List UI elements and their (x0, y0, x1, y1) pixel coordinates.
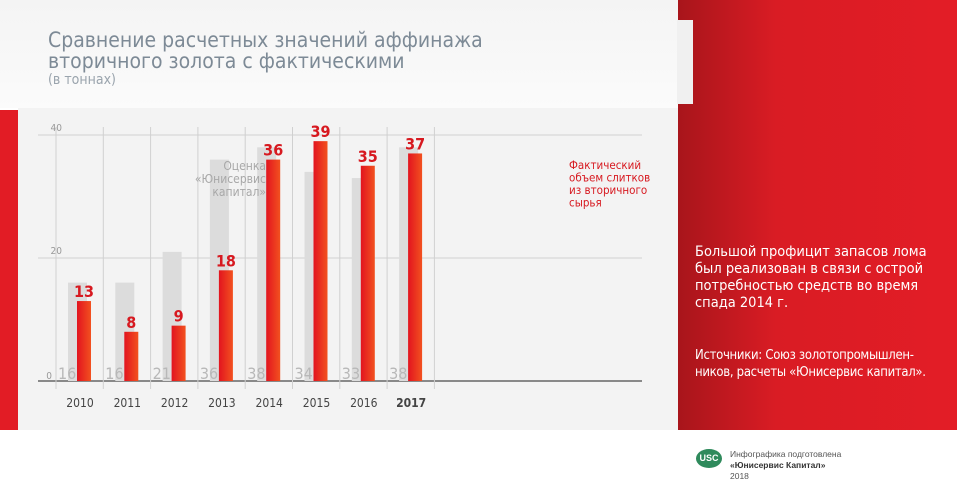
credits: Инфографика подготовлена «Юнисервис Капит… (730, 449, 842, 481)
actual-bar (408, 153, 423, 381)
estimate-value-label: 36 (200, 364, 218, 383)
estimate-legend-label: Оценка (223, 159, 266, 173)
x-tick-label: 2013 (208, 396, 235, 410)
estimate-value-label: 16 (105, 364, 123, 383)
estimate-value-label: 21 (153, 364, 171, 383)
x-tick-label: 2011 (114, 396, 141, 410)
actual-bar (77, 301, 91, 381)
actual-value-label: 13 (74, 282, 94, 301)
actual-legend-label: сырья (569, 196, 602, 210)
estimate-value-label: 33 (342, 364, 360, 383)
estimate-value-label: 38 (247, 364, 265, 383)
bar-chart: 0204016132010168201121920123618201338362… (38, 122, 650, 410)
actual-bar (171, 325, 186, 381)
x-tick-label: 2015 (303, 396, 330, 410)
left-red-strip (0, 110, 18, 430)
actual-value-label: 18 (216, 251, 236, 270)
x-tick-label: 2016 (350, 396, 378, 410)
actual-bar (360, 165, 375, 381)
estimate-legend-label: «Юнисервис (195, 172, 266, 186)
actual-legend-label: объем слитков (569, 171, 650, 185)
actual-value-label: 9 (174, 307, 184, 326)
estimate-value-label: 38 (389, 364, 407, 383)
actual-value-label: 8 (126, 313, 136, 332)
estimate-legend-label: капитал» (212, 185, 266, 199)
estimate-value-label: 34 (295, 364, 313, 383)
header-background (0, 0, 690, 108)
actual-bar (313, 141, 328, 381)
actual-bar (124, 331, 139, 381)
sources-text: Источники: Союз золотопромышлен-ников, р… (695, 348, 926, 380)
side-panel (678, 0, 957, 430)
actual-value-label: 37 (405, 134, 425, 153)
x-tick-label: 2014 (255, 396, 283, 410)
actual-value-label: 39 (310, 122, 330, 141)
actual-legend-label: Фактический (569, 158, 641, 172)
actual-value-label: 36 (263, 141, 283, 160)
estimate-value-label: 16 (58, 364, 76, 383)
actual-bar (218, 270, 233, 381)
actual-bar (266, 159, 281, 381)
divider (677, 20, 693, 104)
actual-value-label: 35 (358, 147, 378, 166)
side-text: Большой профицит запасов лома был реализ… (695, 244, 927, 311)
usc-logo: USC (696, 449, 722, 468)
x-tick-label: 2012 (161, 396, 188, 410)
y-tick-label: 0 (46, 371, 52, 382)
x-tick-label: 2017 (396, 396, 426, 410)
chart-title: Сравнение расчетных значений аффинажа вто… (48, 28, 483, 73)
x-tick-label: 2010 (66, 396, 94, 410)
actual-legend-label: из вторичного (569, 183, 647, 197)
chart-subtitle: (в тоннах) (48, 72, 116, 88)
